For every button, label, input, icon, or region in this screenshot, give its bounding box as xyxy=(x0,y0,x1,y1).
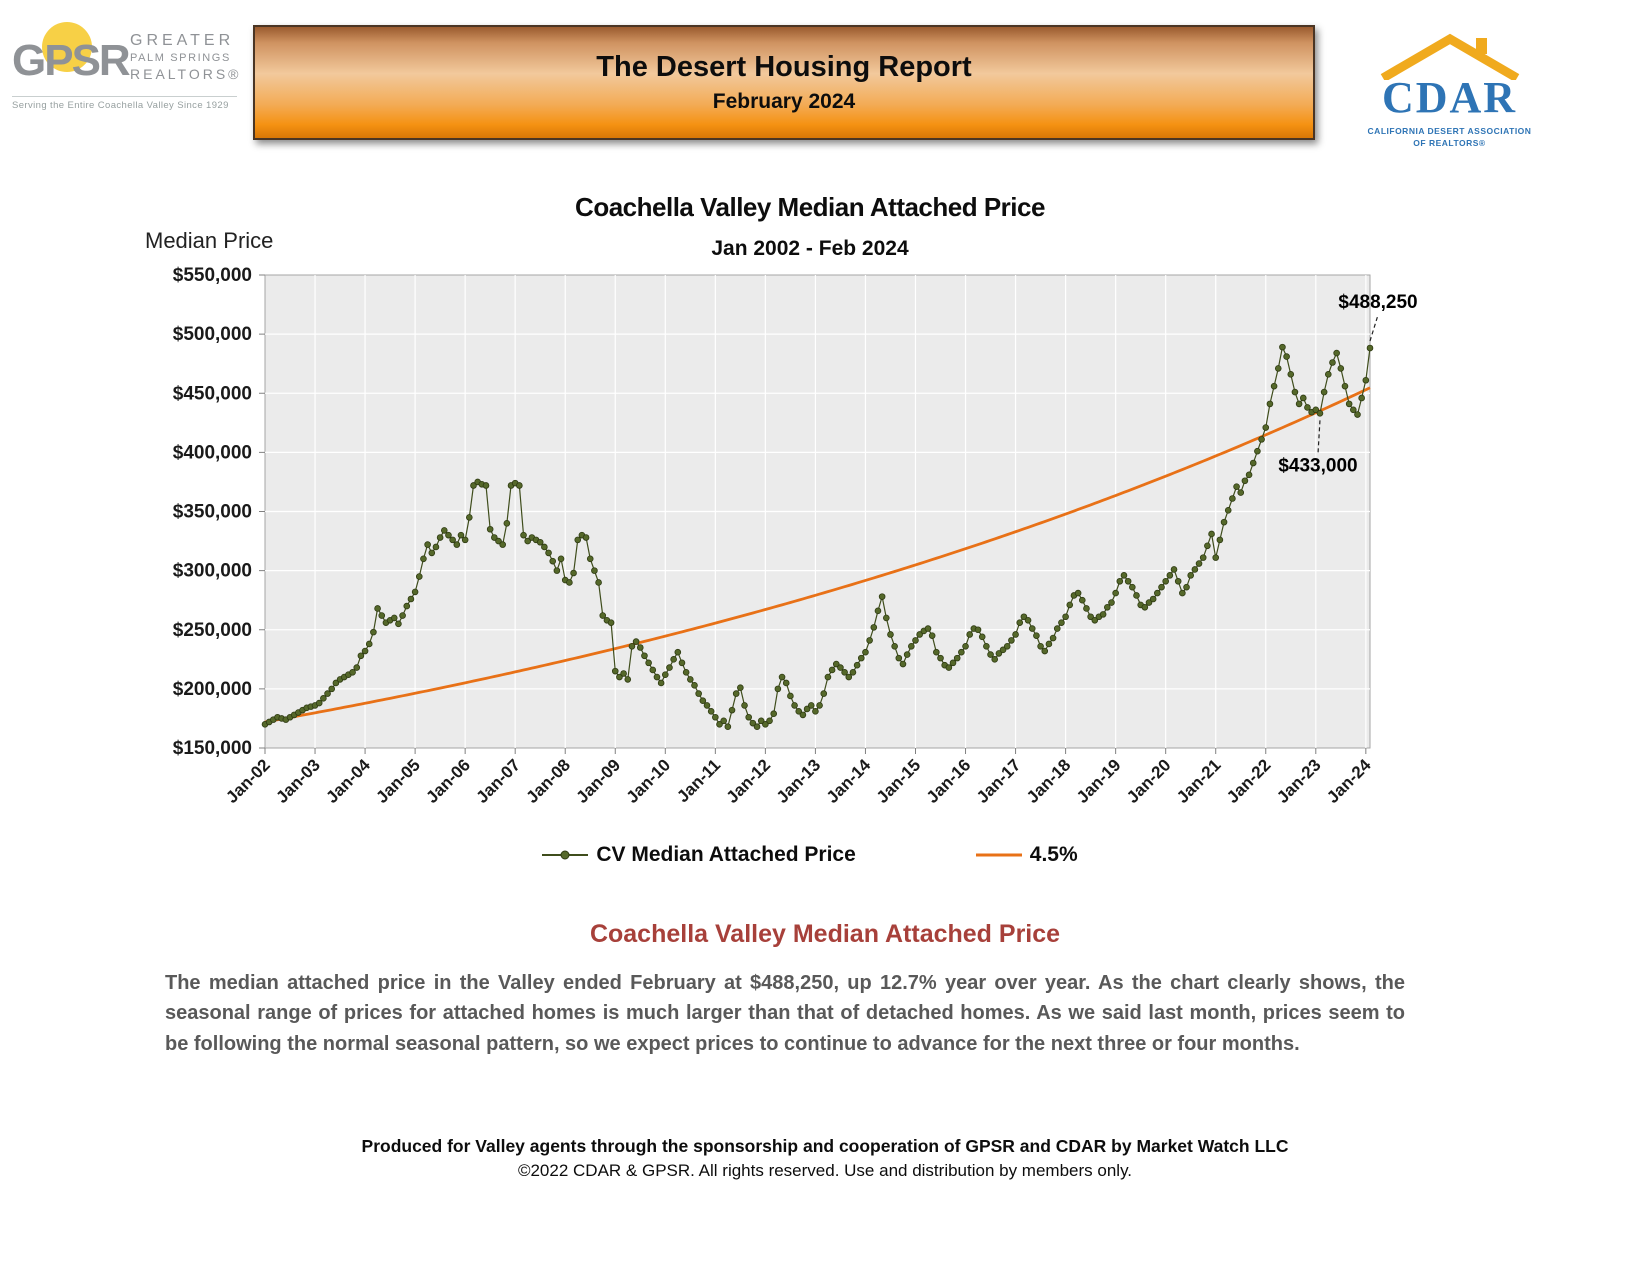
gpsr-logo: GPSR GREATER PALM SPRINGS REALTORS® Serv… xyxy=(12,22,262,111)
chart-subtitle: Jan 2002 - Feb 2024 xyxy=(711,237,909,260)
gpsr-name-line1: GREATER xyxy=(130,32,235,49)
svg-text:Jan-14: Jan-14 xyxy=(823,755,875,807)
svg-text:Jan-23: Jan-23 xyxy=(1273,755,1325,807)
cdar-tagline: CALIFORNIA DESERT ASSOCIATION OF REALTOR… xyxy=(1352,125,1547,150)
footer-sponsorship: Produced for Valley agents through the s… xyxy=(361,1136,1289,1156)
legend-label-growth-rate: 4.5% xyxy=(1029,843,1078,866)
cdar-logo: CDAR CALIFORNIA DESERT ASSOCIATION OF RE… xyxy=(1352,30,1547,150)
gpsr-name: GREATER PALM SPRINGS REALTORS® xyxy=(130,26,242,82)
svg-text:Jan-02: Jan-02 xyxy=(222,755,274,807)
svg-text:Jan-22: Jan-22 xyxy=(1223,755,1275,807)
svg-text:$300,000: $300,000 xyxy=(173,561,252,582)
svg-text:Jan-08: Jan-08 xyxy=(523,755,575,807)
gpsr-sun-icon xyxy=(42,22,92,72)
legend-item-growth-rate: 4.5% xyxy=(975,843,1078,867)
orange-line-icon xyxy=(975,853,1022,857)
y-axis-label: Median Price xyxy=(145,228,274,253)
section-heading: Coachella Valley Median Attached Price xyxy=(589,920,1061,948)
report-month: February 2024 xyxy=(712,90,856,113)
svg-text:$350,000: $350,000 xyxy=(173,502,252,523)
cdar-tagline-line1: CALIFORNIA DESERT ASSOCIATION xyxy=(1367,126,1532,136)
svg-text:$200,000: $200,000 xyxy=(173,679,252,700)
legend-label-median-price: CV Median Attached Price xyxy=(596,843,856,866)
price-line-chart: $150,000 $200,000 $250,000 $300,000 $350,000… xyxy=(173,265,1418,807)
svg-text:Jan-20: Jan-20 xyxy=(1123,755,1175,807)
commentary-paragraph: The median attached price in the Valley … xyxy=(165,972,1405,1055)
report-title-banner: The Desert Housing Report February 2024 xyxy=(253,25,1315,140)
svg-text:Jan-04: Jan-04 xyxy=(322,755,374,807)
svg-text:Jan-18: Jan-18 xyxy=(1023,755,1075,807)
svg-text:$500,000: $500,000 xyxy=(173,324,252,345)
svg-text:Jan-13: Jan-13 xyxy=(773,755,825,807)
gpsr-tagline: Serving the Entire Coachella Valley Sinc… xyxy=(12,96,237,111)
svg-text:$550,000: $550,000 xyxy=(173,265,252,286)
svg-text:Jan-21: Jan-21 xyxy=(1173,755,1225,807)
svg-text:Jan-19: Jan-19 xyxy=(1073,755,1125,807)
svg-text:$400,000: $400,000 xyxy=(173,442,252,463)
svg-text:Jan-15: Jan-15 xyxy=(873,755,925,807)
svg-text:Jan-10: Jan-10 xyxy=(623,755,675,807)
gpsr-mark: GPSR xyxy=(12,22,131,88)
report-title: The Desert Housing Report xyxy=(596,51,972,83)
svg-text:Jan-17: Jan-17 xyxy=(973,755,1025,807)
gpsr-acronym: GPSR xyxy=(12,36,131,85)
svg-text:Jan-11: Jan-11 xyxy=(673,755,724,806)
chart-title: Coachella Valley Median Attached Price xyxy=(575,192,1045,222)
svg-text:Jan-09: Jan-09 xyxy=(573,755,625,807)
svg-text:$488,250: $488,250 xyxy=(1338,292,1417,313)
svg-text:Jan-12: Jan-12 xyxy=(723,755,775,807)
gpsr-logo-top: GPSR GREATER PALM SPRINGS REALTORS® xyxy=(12,22,262,88)
svg-text:Jan-16: Jan-16 xyxy=(923,755,975,807)
svg-text:Jan-03: Jan-03 xyxy=(272,755,324,807)
svg-text:$433,000: $433,000 xyxy=(1278,455,1357,476)
svg-text:$450,000: $450,000 xyxy=(173,383,252,404)
svg-text:Jan-07: Jan-07 xyxy=(472,755,524,807)
cdar-acronym: CDAR xyxy=(1381,73,1518,122)
footer-copyright: ©2022 CDAR & GPSR. All rights reserved. … xyxy=(517,1161,1133,1180)
svg-text:$150,000: $150,000 xyxy=(173,738,252,759)
svg-text:Jan-05: Jan-05 xyxy=(372,755,424,807)
svg-text:$250,000: $250,000 xyxy=(173,620,252,641)
gpsr-name-line2: PALM SPRINGS xyxy=(130,52,231,64)
svg-text:Jan-24: Jan-24 xyxy=(1323,755,1375,807)
chart-legend: CV Median Attached Price 4.5% xyxy=(140,843,1480,867)
cdar-roof-icon xyxy=(1380,33,1519,80)
svg-text:Jan-06: Jan-06 xyxy=(422,755,474,807)
gpsr-name-line3: REALTORS® xyxy=(130,66,242,82)
line-marker-icon xyxy=(542,850,589,860)
cdar-tagline-line2: OF REALTORS® xyxy=(1413,138,1486,149)
legend-item-median-price: CV Median Attached Price xyxy=(542,843,856,867)
